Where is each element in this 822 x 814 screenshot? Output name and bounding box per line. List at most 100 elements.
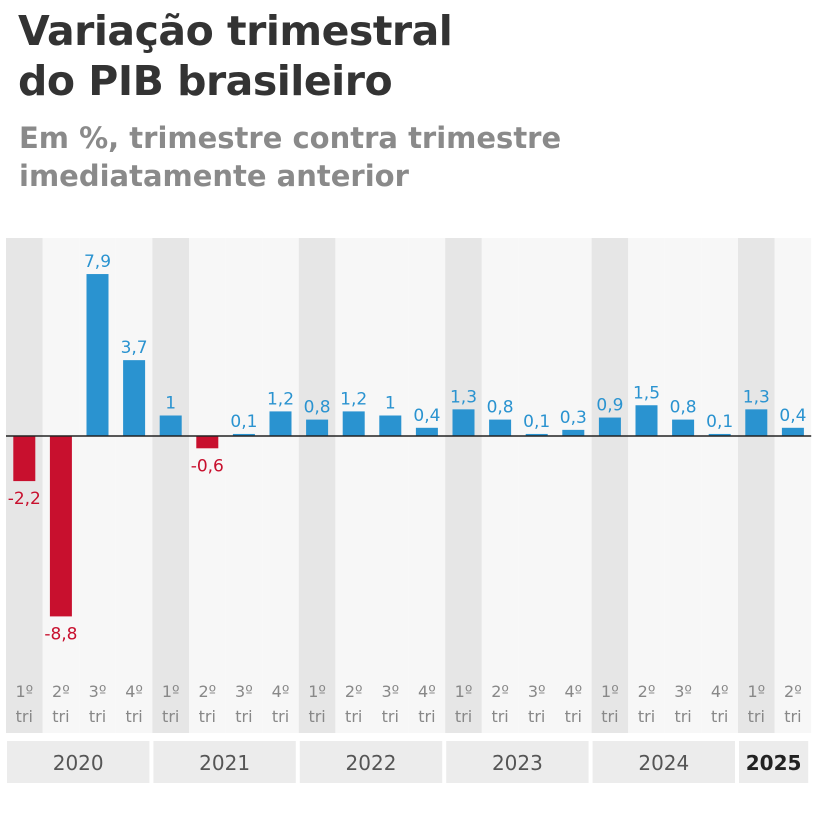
quarter-tick-label: 1º: [15, 682, 33, 701]
value-label: 0,4: [779, 406, 806, 426]
quarter-tick-label: 1º: [455, 682, 473, 701]
quarter-tick-label: tri: [125, 707, 142, 726]
value-label: 0,9: [596, 396, 623, 416]
quarter-band-shaded: [738, 238, 775, 733]
value-label: -0,6: [191, 456, 224, 476]
quarter-tick-label: 1º: [601, 682, 619, 701]
bar: [86, 274, 109, 436]
year-box: [299, 741, 443, 783]
quarter-tick-label: 3º: [381, 682, 399, 701]
value-label: 7,9: [84, 252, 111, 272]
year-box: [7, 741, 150, 783]
year-label: 2022: [346, 751, 397, 775]
quarter-tick-label: tri: [601, 707, 618, 726]
chart-title-line-2: do PIB brasileiro: [18, 57, 393, 105]
value-label: 1: [165, 394, 176, 414]
quarter-tick-label: 4º: [418, 682, 436, 701]
chart-subtitle: Em %, trimestre contra trimestre imediat…: [19, 119, 561, 195]
quarter-tick-label: 3º: [528, 682, 546, 701]
quarter-band-shaded: [6, 238, 43, 733]
quarter-tick-label: tri: [199, 707, 216, 726]
quarter-tick-label: tri: [748, 707, 765, 726]
background-bands: [6, 238, 812, 733]
quarter-band: [664, 238, 702, 733]
quarter-band: [518, 238, 555, 733]
quarter-tick-label: 3º: [235, 682, 253, 701]
chart-subtitle-line-2: imediatamente anterior: [19, 159, 409, 193]
bar: [159, 415, 182, 436]
bar: [489, 419, 512, 436]
quarter-band: [372, 238, 409, 733]
quarter-tick-label: 4º: [272, 682, 290, 701]
quarter-band: [335, 238, 372, 733]
bar: [598, 417, 621, 436]
quarter-tick-label: 1º: [747, 682, 765, 701]
quarter-tick-label: 1º: [308, 682, 326, 701]
value-labels: -2,2 -8,8 7,9 3,7 1 -0,6 0,1 1,2 0,8 1,2 1 0,4 1,3 0,…: [8, 252, 807, 644]
year-label: 2023: [492, 751, 543, 775]
quarter-band: [408, 238, 446, 733]
quarter-tick-label: tri: [565, 707, 582, 726]
quarter-tick-labels: 1º tri 2º tri 3º tri 4º tri 1º tri 2º tri 3º tri 4º tri…: [15, 682, 801, 726]
quarter-band: [628, 238, 665, 733]
quarter-tick-label: tri: [455, 707, 472, 726]
quarter-tick-label: tri: [674, 707, 691, 726]
value-label: 1,3: [743, 387, 770, 407]
bar: [306, 419, 329, 436]
quarter-tick-label: 1º: [162, 682, 180, 701]
year-label: 2024: [638, 751, 689, 775]
year-label: 2020: [53, 751, 104, 775]
quarter-tick-label: 2º: [198, 682, 216, 701]
value-label: 1,3: [450, 387, 477, 407]
quarter-tick-label: tri: [345, 707, 362, 726]
quarter-tick-label: tri: [638, 707, 655, 726]
quarter-tick-label: tri: [16, 707, 33, 726]
bar: [269, 411, 292, 436]
quarter-band: [189, 238, 226, 733]
quarter-band-shaded: [152, 238, 189, 733]
bar: [672, 419, 695, 436]
quarter-tick-label: 2º: [784, 682, 802, 701]
bar: [379, 415, 402, 436]
quarter-band-shaded: [445, 238, 482, 733]
value-label: -2,2: [8, 489, 41, 509]
bar: [708, 433, 731, 436]
quarter-tick-label: tri: [52, 707, 69, 726]
year-box: [446, 741, 589, 783]
quarter-tick-label: tri: [272, 707, 289, 726]
quarter-tick-label: 2º: [491, 682, 509, 701]
quarter-band-shaded: [591, 238, 629, 733]
bar: [452, 409, 475, 436]
bar: [342, 411, 365, 436]
value-label: 1,5: [633, 383, 660, 403]
quarter-tick-label: 4º: [564, 682, 582, 701]
quarter-tick-label: tri: [235, 707, 252, 726]
year-labels: 2020 2021 2022 2023 2024 2025: [7, 741, 809, 783]
value-label: 1,2: [340, 389, 367, 409]
quarter-tick-label: tri: [418, 707, 435, 726]
value-label: 0,4: [413, 406, 440, 426]
bar: [781, 427, 804, 436]
quarter-tick-label: 4º: [711, 682, 729, 701]
value-label: 0,1: [706, 412, 733, 432]
year-box: [592, 741, 735, 783]
quarter-band: [774, 238, 812, 733]
quarter-tick-label: tri: [784, 707, 801, 726]
year-label: 2021: [199, 751, 250, 775]
year-box: [739, 741, 809, 783]
value-label: 0,3: [560, 408, 587, 428]
quarter-band: [225, 238, 263, 733]
value-label: 0,1: [523, 412, 550, 432]
quarter-tick-label: tri: [89, 707, 106, 726]
bar: [123, 360, 146, 436]
quarter-tick-label: tri: [162, 707, 179, 726]
value-label: 0,8: [304, 398, 331, 418]
quarter-tick-label: 4º: [125, 682, 143, 701]
value-label: 1,2: [267, 389, 294, 409]
value-label: 3,7: [121, 338, 148, 358]
chart-subtitle-line-1: Em %, trimestre contra trimestre: [19, 121, 562, 155]
bar: [635, 405, 658, 436]
chart-title: Variação trimestral do PIB brasileiro: [18, 6, 453, 106]
quarter-tick-label: 2º: [345, 682, 363, 701]
